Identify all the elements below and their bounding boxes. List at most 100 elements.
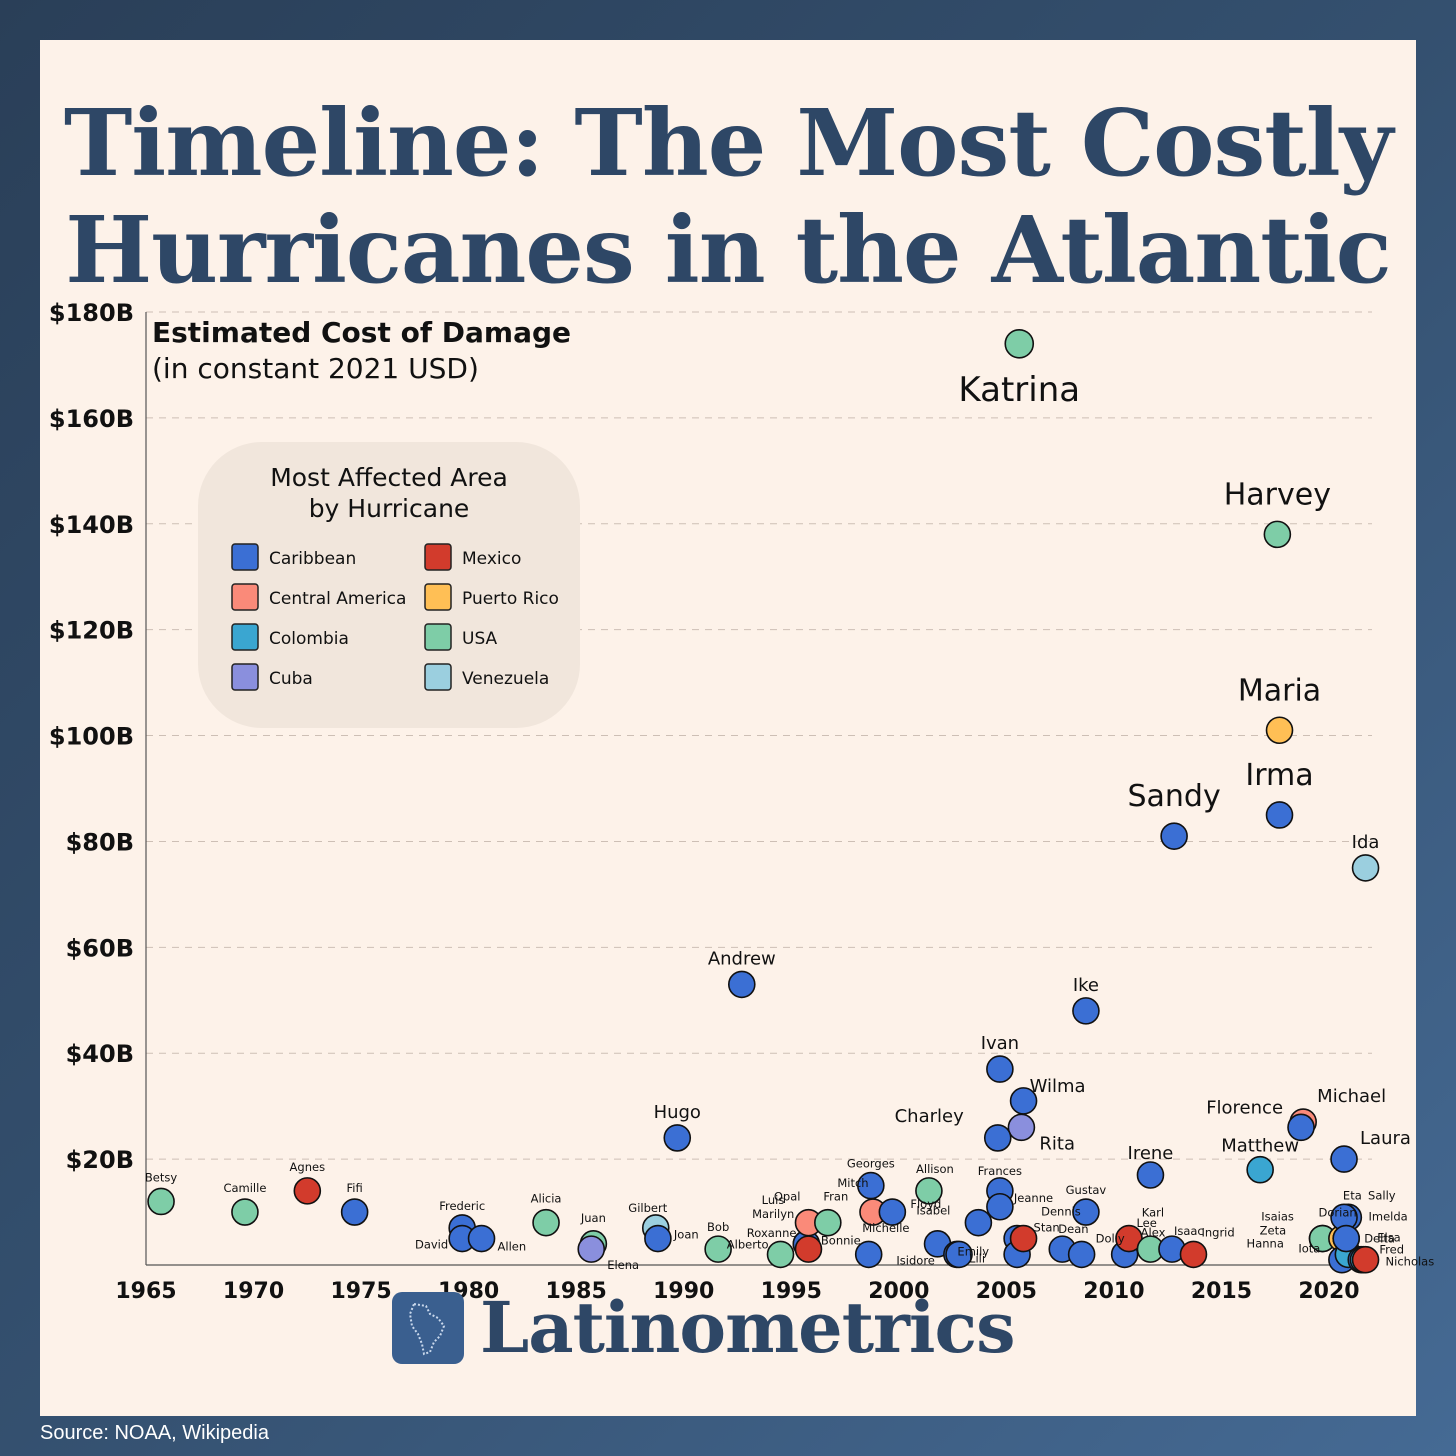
data-point [945, 1240, 973, 1269]
legend-swatch [231, 543, 259, 571]
point-label: Florence [1206, 1097, 1283, 1118]
legend-swatch [231, 663, 259, 691]
y-tick-label: $140B [49, 511, 134, 539]
point-label: Lili [969, 1251, 985, 1265]
data-point [1265, 801, 1294, 829]
point-label: Isabel [916, 1204, 950, 1218]
data-point [814, 1208, 842, 1237]
data-point [986, 1055, 1014, 1083]
legend-label: Mexico [462, 549, 521, 569]
grid-lines [146, 311, 1372, 1160]
point-label: Isaias [1261, 1210, 1294, 1224]
chart-subtitle-strong: Estimated Cost of Damage [152, 316, 571, 349]
point-label: Floyd [910, 1197, 941, 1211]
data-point [1351, 854, 1380, 882]
point-label: Ingrid [1201, 1225, 1234, 1239]
data-point [1067, 1240, 1096, 1269]
point-label: Fran [823, 1190, 848, 1204]
legend-title-line-2: by Hurricane [309, 494, 470, 523]
x-tick-label: 2010 [1083, 1279, 1144, 1304]
point-label: Stan [1034, 1221, 1060, 1235]
brand-logotype: Latinometrics [480, 1286, 1016, 1369]
data-point [1330, 1145, 1358, 1173]
x-tick-label: 2020 [1298, 1279, 1359, 1304]
point-label: Allison [916, 1162, 954, 1176]
legend-label: Central America [269, 589, 406, 609]
point-label: Georges [847, 1157, 895, 1171]
point-label: Elena [607, 1258, 639, 1272]
data-point [983, 1124, 1012, 1152]
y-tick-label: $60B [66, 934, 134, 962]
point-label: Betsy [145, 1170, 177, 1184]
x-tick-label: 2005 [976, 1279, 1037, 1304]
point-label: Elsa [1377, 1231, 1401, 1245]
data-point [1136, 1161, 1165, 1189]
point-label: Fred [1379, 1243, 1404, 1257]
point-label: Mitch [837, 1176, 868, 1190]
point-label: Allen [498, 1240, 527, 1254]
data-point [1263, 520, 1292, 549]
data-point [1332, 1224, 1360, 1253]
point-label: Agnes [290, 1160, 326, 1174]
point-label: Frances [978, 1164, 1022, 1178]
point-label: Dorian [1319, 1206, 1357, 1220]
x-tick-label: 1975 [330, 1279, 391, 1304]
point-label: Imelda [1369, 1210, 1408, 1224]
point-label: Luis [762, 1193, 785, 1207]
legend-swatch [231, 623, 259, 651]
legend-label: Puerto Rico [462, 589, 559, 609]
point-label: Gilbert [628, 1201, 667, 1215]
legend-items: Caribbean Mexico Central America Puerto Ric… [231, 543, 559, 691]
latin-america-map-icon [392, 1292, 464, 1364]
point-label: Gustav [1066, 1183, 1107, 1197]
point-label: Irene [1128, 1143, 1174, 1164]
x-tick-label: 1995 [761, 1279, 822, 1304]
data-point [727, 970, 756, 999]
point-label: Alex [1141, 1225, 1166, 1239]
point-label: Emily [957, 1244, 989, 1258]
data-point [766, 1240, 795, 1269]
data-point [1072, 997, 1100, 1025]
point-label: Camille [223, 1181, 266, 1195]
y-tick-label: $180B [49, 299, 134, 327]
point-label: Sandy [1127, 779, 1220, 814]
data-point [1160, 822, 1188, 850]
point-label: Charley [895, 1106, 964, 1127]
point-label: Bob [707, 1220, 729, 1234]
legend-title-line-1: Most Affected Area [270, 463, 508, 492]
point-label: Sally [1368, 1188, 1396, 1202]
y-tick-label: $100B [49, 723, 134, 751]
point-label: Michelle [862, 1221, 909, 1235]
point-label: Ike [1073, 975, 1099, 996]
point-label: Andrew [708, 948, 776, 969]
title-line-2: Hurricanes in the Atlantic [65, 196, 1392, 304]
point-label: Lee [1136, 1216, 1156, 1230]
legend-swatch [424, 583, 452, 611]
point-label: Zeta [1260, 1224, 1287, 1238]
point-label: Iota [1298, 1241, 1320, 1255]
point-label: Marilyn [752, 1207, 794, 1221]
point-label: David [415, 1238, 448, 1252]
point-label: Hanna [1247, 1237, 1284, 1251]
legend-swatch [424, 663, 452, 691]
point-label: Frederic [439, 1199, 485, 1213]
data-point [231, 1198, 259, 1226]
point-label: Dennis [1041, 1205, 1081, 1219]
data-point [878, 1198, 907, 1226]
data-point [1287, 1113, 1315, 1142]
point-label: Rita [1039, 1133, 1075, 1154]
point-label: Opal [774, 1190, 801, 1204]
point-label: Fifi [347, 1181, 363, 1195]
page-title: Timeline: The Most Costly Hurricanes in … [40, 90, 1416, 304]
point-label: Jeanne [1013, 1191, 1053, 1205]
legend-box [198, 442, 580, 728]
y-tick-label: $120B [49, 617, 134, 645]
data-point [532, 1208, 560, 1237]
legend-swatch [231, 583, 259, 611]
data-point [857, 1171, 885, 1200]
legend-swatch [424, 543, 452, 571]
x-tick-label: 1985 [546, 1279, 607, 1304]
legend-label: Venezuela [462, 669, 549, 689]
point-label: Michael [1317, 1086, 1386, 1107]
